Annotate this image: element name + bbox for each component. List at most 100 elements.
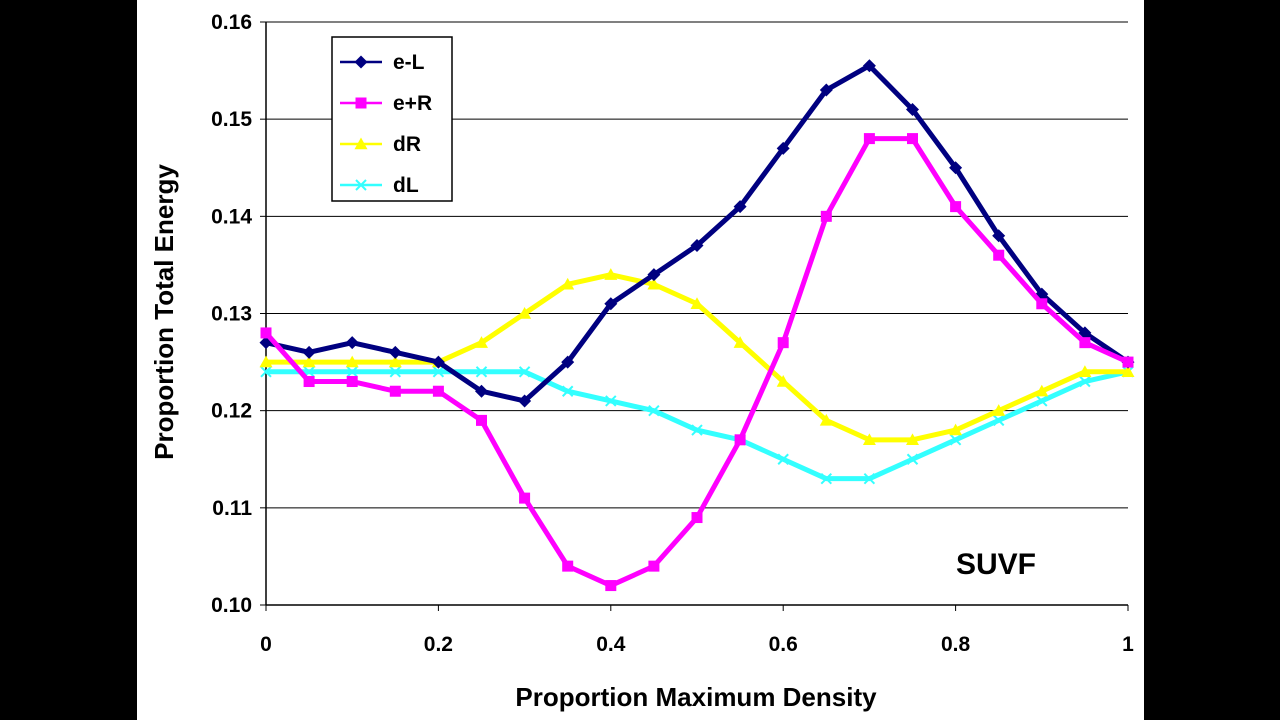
- legend-marker: [354, 137, 368, 150]
- data-point: [648, 560, 660, 572]
- legend-marker: [355, 97, 367, 109]
- data-point: [475, 384, 488, 398]
- data-point: [604, 268, 618, 280]
- data-point: [734, 434, 746, 446]
- data-point: [1079, 375, 1091, 388]
- data-point: [819, 413, 833, 426]
- data-point: [260, 366, 272, 378]
- data-point: [907, 133, 918, 145]
- legend-item-e-L: e-L: [340, 51, 425, 74]
- data-point: [561, 277, 575, 290]
- data-point: [605, 395, 617, 407]
- y-axis-title: Proportion Total Energy: [149, 164, 179, 460]
- data-point: [906, 433, 919, 446]
- data-point: [819, 83, 833, 97]
- data-point: [345, 355, 359, 368]
- data-point: [561, 355, 575, 369]
- y-tick-label: 0.10: [211, 594, 252, 617]
- y-tick-label: 0.13: [211, 303, 252, 326]
- data-point: [777, 337, 789, 349]
- data-point: [733, 200, 747, 214]
- data-point: [388, 345, 402, 359]
- data-point: [518, 366, 531, 378]
- data-point: [820, 210, 832, 222]
- data-point: [992, 414, 1005, 427]
- data-point: [691, 424, 703, 436]
- legend-label: dL: [393, 174, 419, 197]
- data-point: [820, 472, 833, 485]
- data-point: [1078, 365, 1092, 377]
- data-point: [519, 492, 531, 504]
- data-point: [647, 268, 661, 282]
- data-point: [906, 102, 919, 116]
- legend: e-L e+R dR dL: [340, 51, 432, 197]
- data-point: [1122, 356, 1134, 368]
- data-point: [1036, 298, 1048, 310]
- x-axis-title: Proportion Maximum Density: [515, 682, 877, 712]
- data-point: [949, 423, 963, 436]
- data-point: [475, 336, 488, 348]
- legend-item-dL: dL: [340, 174, 419, 197]
- data-point: [992, 229, 1006, 243]
- data-point: [992, 404, 1006, 416]
- y-tick-label: 0.12: [211, 400, 252, 423]
- data-point: [259, 355, 273, 368]
- chart-annotation: SUVF: [956, 548, 1036, 581]
- data-point: [690, 297, 704, 309]
- data-point: [431, 355, 445, 369]
- data-point: [950, 201, 962, 213]
- data-point: [862, 59, 876, 73]
- data-point: [345, 336, 359, 350]
- legend-box: [331, 36, 453, 202]
- data-point: [604, 297, 618, 311]
- data-point: [260, 327, 272, 339]
- y-tick-label: 0.11: [212, 497, 252, 520]
- legend-marker: [354, 55, 368, 69]
- x-tick-labels: 0 0.2 0.4 0.6 0.8 1: [260, 633, 1134, 656]
- y-tick-label: 0.14: [211, 205, 252, 228]
- data-point: [776, 141, 790, 155]
- series-e+R: [260, 133, 1134, 592]
- data-point: [863, 133, 875, 145]
- data-point: [1035, 384, 1049, 397]
- data-point: [1078, 326, 1092, 340]
- data-point: [561, 385, 574, 397]
- data-point: [993, 249, 1005, 261]
- data-point: [776, 375, 790, 387]
- legend-item-e+R: e+R: [340, 92, 432, 115]
- x-tick-label: 0.8: [941, 633, 971, 656]
- data-point: [346, 366, 358, 378]
- data-point: [949, 161, 963, 175]
- x-tick-label: 1: [1122, 633, 1134, 656]
- data-point: [777, 453, 789, 465]
- data-point: [389, 366, 402, 378]
- series-dL: [260, 366, 1134, 485]
- data-point: [733, 336, 747, 348]
- data-point: [562, 560, 574, 572]
- data-point: [648, 404, 660, 417]
- data-point: [388, 355, 402, 368]
- data-point: [303, 376, 315, 388]
- legend-marker: [355, 179, 367, 191]
- data-point: [518, 394, 532, 408]
- data-point: [1079, 337, 1091, 349]
- data-point: [863, 472, 876, 485]
- y-tick-labels: 0.10 0.11 0.12 0.13 0.14 0.15 0.16: [211, 11, 252, 617]
- y-tick-label: 0.15: [211, 108, 252, 131]
- data-point: [690, 238, 704, 252]
- data-point: [647, 277, 661, 290]
- x-tick-label: 0: [260, 633, 272, 656]
- y-tick-label: 0.16: [211, 11, 252, 34]
- data-point: [518, 307, 532, 319]
- data-point: [432, 385, 444, 397]
- data-point: [605, 580, 617, 592]
- data-point: [1036, 395, 1048, 407]
- data-point: [691, 512, 703, 524]
- legend-label: e+R: [393, 92, 432, 115]
- legend-label: dR: [393, 133, 421, 156]
- series-group: [259, 59, 1135, 592]
- data-point: [389, 385, 401, 397]
- data-point: [862, 433, 876, 446]
- data-point: [302, 345, 316, 359]
- legend-label: e-L: [393, 51, 425, 74]
